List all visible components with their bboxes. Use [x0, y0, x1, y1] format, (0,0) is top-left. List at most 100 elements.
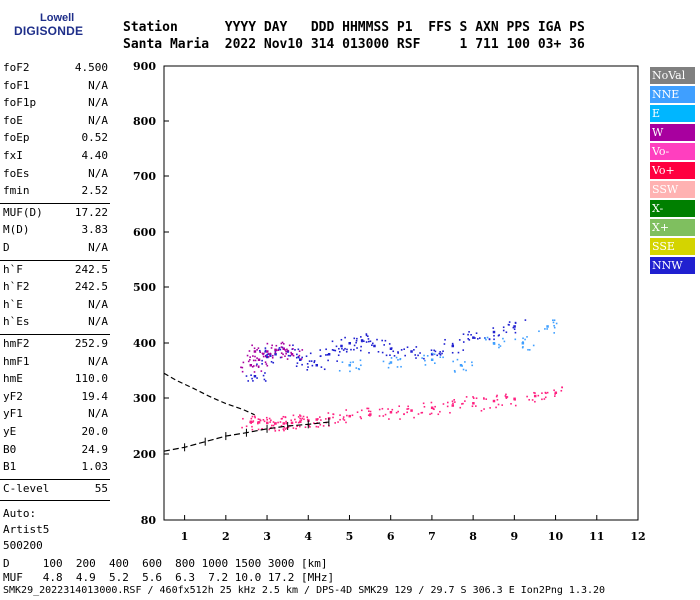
param-name: M(D): [3, 223, 30, 237]
trace-scatter: [366, 335, 369, 338]
trace-scatter: [477, 338, 479, 340]
trace-scatter: [355, 341, 357, 344]
trace-scatter: [391, 408, 394, 411]
param-row: foEs N/A: [3, 166, 108, 182]
trace-scatter: [249, 421, 251, 424]
trace-scatter: [359, 416, 362, 418]
trace-scatter: [250, 421, 253, 423]
trace-scatter: [280, 346, 283, 348]
trace-scatter: [376, 338, 378, 341]
trace-scatter: [310, 360, 313, 362]
trace-scatter: [292, 348, 294, 350]
trace-scatter: [353, 337, 356, 340]
profile-extrapolation: [163, 372, 255, 416]
trace-scatter: [285, 352, 287, 355]
param-value: N/A: [88, 113, 108, 127]
trace-point: [389, 361, 393, 364]
trace-scatter: [417, 354, 419, 357]
trace-scatter: [387, 366, 390, 369]
trace-scatter: [349, 361, 352, 364]
trace-scatter: [251, 344, 253, 347]
trace-scatter: [468, 339, 471, 341]
trace-scatter: [462, 402, 464, 405]
trace-scatter: [431, 352, 434, 355]
trace-scatter: [357, 367, 360, 370]
param-row: D N/A: [3, 240, 108, 256]
trace-point: [274, 353, 277, 356]
x-tick-label: 6: [387, 530, 395, 543]
trace-scatter: [284, 355, 286, 357]
trace-scatter: [533, 391, 535, 394]
trace-scatter: [532, 344, 535, 347]
trace-scatter: [306, 416, 309, 419]
trace-scatter: [317, 418, 319, 420]
trace-scatter: [254, 355, 256, 358]
trace-scatter: [527, 348, 529, 351]
trace-scatter: [472, 397, 475, 399]
trace-scatter: [488, 338, 491, 341]
param-name: foF1: [3, 78, 30, 92]
trace-scatter: [263, 378, 266, 381]
trace-scatter: [480, 409, 483, 412]
trace-scatter: [264, 361, 267, 363]
trace-scatter: [553, 319, 556, 322]
trace-scatter: [361, 340, 363, 343]
trace-scatter: [296, 362, 299, 364]
trace-scatter: [332, 416, 334, 419]
trace-scatter: [281, 341, 284, 344]
trace-scatter: [430, 401, 433, 404]
param-row: foF1 N/A: [3, 78, 108, 94]
trace-scatter: [424, 359, 426, 362]
trace-scatter: [331, 349, 334, 351]
param-value: 252.9: [74, 337, 108, 350]
trace-point: [430, 353, 434, 356]
param-row: yF2 19.4: [3, 389, 108, 405]
trace-scatter: [257, 418, 260, 420]
trace-scatter: [290, 351, 292, 354]
header-line-2: Santa Maria 2022 Nov10 314 013000 RSF 1 …: [123, 37, 585, 52]
trace-scatter: [320, 419, 322, 421]
param-row: foF1p N/A: [3, 95, 108, 111]
trace-scatter: [415, 357, 417, 359]
trace-scatter: [403, 413, 405, 415]
trace-scatter: [302, 415, 305, 418]
trace-scatter: [247, 360, 250, 363]
trace-scatter: [471, 361, 473, 364]
trace-scatter: [299, 420, 302, 422]
trace-scatter: [464, 361, 466, 363]
trace-scatter: [462, 349, 465, 351]
trace-scatter: [326, 354, 329, 356]
trace-point: [249, 364, 253, 367]
trace-scatter: [344, 347, 346, 350]
trace-scatter: [489, 407, 491, 409]
trace-scatter: [546, 328, 548, 330]
trace-scatter: [287, 349, 289, 352]
trace-scatter: [298, 425, 301, 428]
param-row: C-level 55: [3, 481, 108, 497]
trace-scatter: [343, 419, 346, 421]
trace-scatter: [252, 359, 255, 362]
trace-scatter: [413, 416, 415, 419]
trace-scatter: [388, 343, 391, 345]
param-row: foE N/A: [3, 113, 108, 129]
trace-scatter: [294, 418, 296, 421]
trace-scatter: [284, 428, 287, 430]
trace-scatter: [251, 425, 253, 428]
trace-scatter: [505, 396, 508, 398]
trace-scatter: [541, 398, 543, 401]
trace-scatter: [472, 396, 474, 398]
trace-scatter: [458, 339, 461, 341]
trace-scatter: [397, 410, 399, 413]
trace-scatter: [367, 338, 370, 340]
trace-scatter: [338, 347, 340, 350]
trace-scatter: [241, 426, 243, 429]
trace-scatter: [421, 357, 423, 359]
trace-scatter: [279, 348, 282, 351]
trace-scatter: [510, 402, 512, 405]
trace-scatter: [337, 421, 339, 423]
trace-scatter: [406, 408, 408, 410]
trace-scatter: [382, 415, 385, 417]
trace-scatter: [507, 323, 510, 326]
trace-scatter: [442, 350, 444, 353]
trace-scatter: [341, 361, 344, 364]
